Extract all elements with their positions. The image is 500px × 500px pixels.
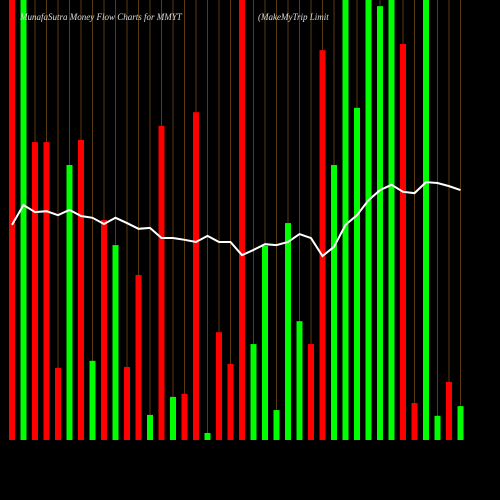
bar <box>55 367 61 440</box>
bar <box>135 275 142 440</box>
bar <box>250 344 257 440</box>
chart-subtitle: (MakeMyTrip Limit <box>258 12 329 22</box>
bar <box>354 107 360 441</box>
bar <box>319 50 326 440</box>
bar <box>20 0 27 440</box>
bar <box>170 396 176 440</box>
bar <box>423 0 429 440</box>
bar <box>158 125 165 440</box>
bar <box>446 381 452 440</box>
bar <box>227 363 234 440</box>
bar <box>193 112 199 440</box>
bar <box>181 393 188 440</box>
bar <box>457 406 464 440</box>
bar <box>273 410 280 440</box>
bar <box>101 220 107 440</box>
bar <box>112 245 119 440</box>
bar <box>296 321 303 440</box>
bar <box>9 0 15 440</box>
bar <box>216 332 222 440</box>
bar <box>204 432 211 440</box>
bar <box>285 223 291 440</box>
bar <box>400 44 406 440</box>
bar <box>342 0 349 440</box>
bar <box>411 403 418 440</box>
bar <box>388 0 395 440</box>
bar <box>66 165 73 440</box>
bar <box>239 0 245 440</box>
bar <box>262 245 268 440</box>
bar <box>434 415 441 440</box>
money-flow-line <box>11 181 461 258</box>
bar <box>78 139 84 441</box>
bar <box>89 360 96 440</box>
bar <box>365 0 372 440</box>
bar <box>308 344 314 440</box>
bar <box>377 6 383 440</box>
chart-title: MunafaSutra Money Flow Charts for MMYT <box>19 12 183 22</box>
bar <box>43 142 50 440</box>
bar <box>32 142 38 440</box>
bar <box>331 165 337 440</box>
bar <box>124 366 130 440</box>
bar <box>147 414 153 440</box>
